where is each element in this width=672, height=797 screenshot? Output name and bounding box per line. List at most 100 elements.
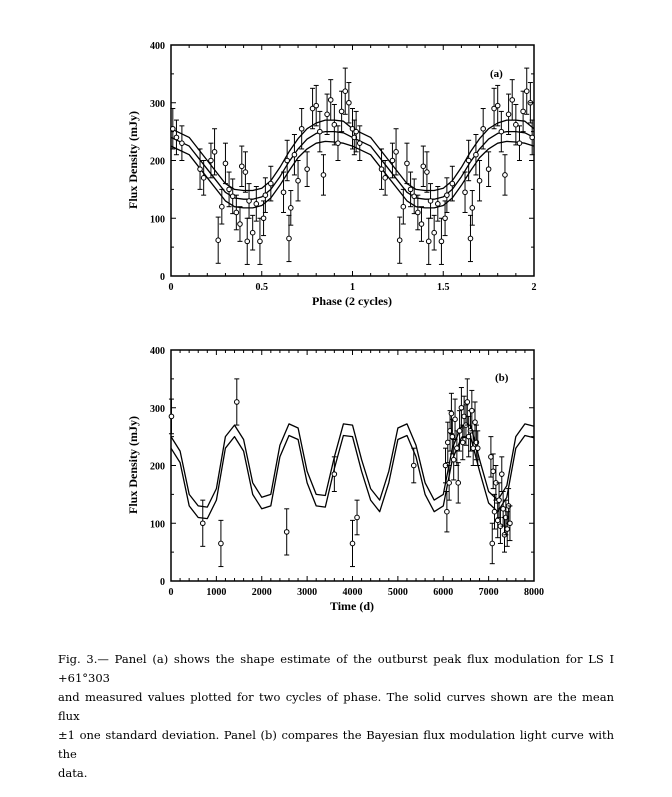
a-data-point xyxy=(407,186,414,193)
a-data-point xyxy=(444,192,450,198)
a-data-point xyxy=(356,140,363,146)
b-data-point xyxy=(491,508,498,515)
a-data-point xyxy=(476,177,483,184)
a-data-point xyxy=(173,134,180,141)
a-data-point xyxy=(400,203,407,210)
b-x-tick-label: 7000 xyxy=(479,587,499,598)
a-data-point xyxy=(244,238,251,245)
a-data-point xyxy=(324,111,330,118)
figure: 0 100 200 300 400 0 0.5 1 1.5 2 (a) Phase (2 cyc… xyxy=(126,41,544,613)
panel-b-x-axis: 0 1000 2000 3000 4000 5000 6000 7000 8000 xyxy=(169,350,544,598)
a-data-point xyxy=(346,99,352,106)
a-data-point xyxy=(287,205,294,211)
b-x-tick-label: 8000 xyxy=(524,587,544,598)
b-data-point xyxy=(464,399,471,405)
b-y-tick-label: 200 xyxy=(150,462,165,473)
b-data-point xyxy=(168,413,175,420)
a-x-tick-label: 0 xyxy=(169,282,174,293)
a-data-point xyxy=(262,192,269,198)
b-data-point xyxy=(458,404,465,411)
a-data-point xyxy=(246,198,252,204)
a-data-point xyxy=(219,203,225,210)
a-data-point xyxy=(520,108,526,115)
a-data-point xyxy=(473,151,479,158)
b-data-point xyxy=(455,480,462,486)
a-y-tick-label: 400 xyxy=(150,41,165,52)
b-y-tick-label: 100 xyxy=(150,519,165,530)
b-data-point xyxy=(472,419,478,425)
a-data-point xyxy=(529,134,535,141)
panel-a-y-axis: 0 100 200 300 400 xyxy=(150,41,534,283)
b-data-point xyxy=(469,407,475,414)
a-data-point xyxy=(415,209,421,216)
a-data-point xyxy=(313,102,320,109)
b-data-point xyxy=(452,416,458,423)
caption-line-4: data. xyxy=(58,766,88,780)
a-data-point xyxy=(253,201,260,207)
a-data-point xyxy=(465,157,472,164)
b-data-point xyxy=(444,508,450,515)
a-data-point xyxy=(435,201,441,207)
b-y-tick-label: 300 xyxy=(150,404,165,415)
a-data-point xyxy=(242,169,249,175)
a-x-tick-label: 1.5 xyxy=(437,282,450,293)
a-data-point xyxy=(442,215,448,222)
a-data-point xyxy=(418,221,425,227)
b-data-point xyxy=(446,480,452,486)
b-data-point xyxy=(459,439,466,446)
panel-b-y-axis: 0 100 200 300 400 xyxy=(150,346,534,588)
a-data-point xyxy=(320,172,327,178)
b-y-tick-label: 0 xyxy=(160,577,165,588)
panel-b-x-label: Time (d) xyxy=(330,599,374,613)
b-data-point xyxy=(354,514,360,521)
a-data-point xyxy=(260,215,267,222)
a-data-point xyxy=(498,128,505,135)
a-y-tick-label: 100 xyxy=(150,214,165,225)
a-data-point xyxy=(215,237,221,243)
a-data-point xyxy=(485,166,492,172)
a-data-point xyxy=(425,238,432,245)
a-data-point xyxy=(291,151,298,158)
a-x-tick-label: 0.5 xyxy=(256,282,269,293)
b-data-point xyxy=(454,445,460,451)
a-data-point xyxy=(509,97,516,103)
b-x-tick-label: 6000 xyxy=(433,587,453,598)
a-data-point xyxy=(491,105,497,112)
a-data-point xyxy=(237,221,243,227)
panel-b-curves xyxy=(170,423,535,520)
a-data-point xyxy=(233,209,240,216)
a-data-point xyxy=(353,128,359,135)
a-data-point xyxy=(505,111,512,118)
a-y-tick-label: 0 xyxy=(160,272,165,283)
a-data-point xyxy=(404,160,410,167)
a-data-point xyxy=(502,172,508,178)
caption-line-3: ±1 one standard deviation. Panel (b) com… xyxy=(58,728,614,761)
a-data-point xyxy=(469,205,476,211)
panel-a-points xyxy=(170,67,535,265)
panel-b-y-label: Flux Density (mJy) xyxy=(126,416,140,514)
b-x-tick-label: 0 xyxy=(169,587,174,598)
b-data-point xyxy=(470,445,476,451)
a-data-point xyxy=(342,88,349,94)
a-data-point xyxy=(222,160,229,167)
a-data-point xyxy=(238,163,245,170)
panel-b-chart: 0 100 200 300 400 0 1000 2000 3000 4000 5000 6000 7… xyxy=(126,346,544,613)
a-data-point xyxy=(200,175,207,181)
a-data-point xyxy=(382,175,388,181)
b-data-point xyxy=(410,462,417,469)
b-x-tick-label: 5000 xyxy=(388,587,408,598)
a-data-point xyxy=(427,198,434,204)
a-data-point xyxy=(284,157,290,164)
b-data-point xyxy=(488,454,494,460)
b-data-point xyxy=(450,456,457,463)
panel-a-chart: 0 100 200 300 400 0 0.5 1 1.5 2 (a) Phase (2 cyc… xyxy=(126,41,537,308)
a-y-tick-label: 200 xyxy=(150,157,165,168)
a-data-point xyxy=(424,169,430,175)
b-data-point xyxy=(498,471,505,477)
b-data-point xyxy=(507,520,513,527)
a-data-point xyxy=(523,88,530,94)
a-data-point xyxy=(516,140,523,146)
b-data-point xyxy=(444,439,451,446)
panel-a-y-label: Flux Density (mJy) xyxy=(126,111,140,209)
a-data-point xyxy=(298,125,305,132)
